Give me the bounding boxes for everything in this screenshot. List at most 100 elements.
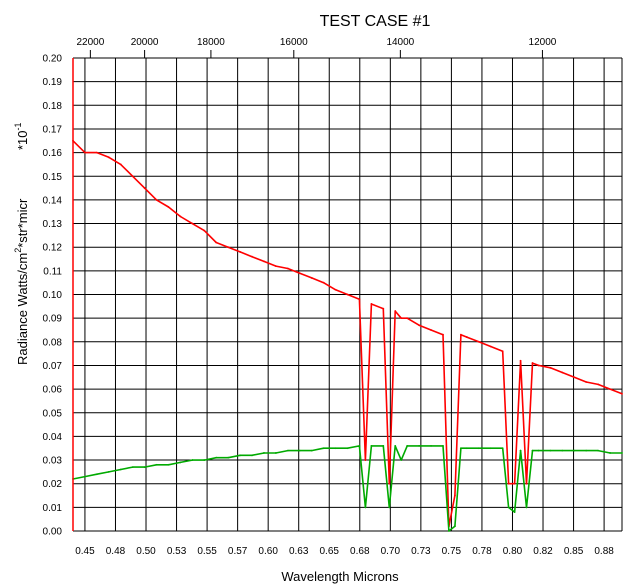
data-point (346, 447, 349, 450)
data-point (585, 381, 588, 383)
data-point (215, 241, 218, 244)
data-point (621, 392, 623, 395)
data-point (477, 447, 480, 450)
data-point (442, 444, 444, 447)
data-point (95, 151, 98, 154)
data-point (251, 454, 253, 457)
data-point (454, 525, 456, 528)
data-point (310, 449, 313, 452)
data-point (459, 447, 462, 450)
y-tick-label: 0.11 (43, 266, 62, 277)
data-point (388, 506, 391, 509)
data-point (286, 267, 289, 270)
data-point (525, 506, 528, 509)
y-axis-label-text: Radiance Watts/cm2*str*micr (13, 198, 30, 365)
x-tick-label: 0.48 (106, 546, 126, 557)
data-point (334, 447, 337, 450)
top-tick-label: 14000 (386, 37, 414, 48)
data-point (531, 362, 534, 364)
data-point (561, 371, 564, 374)
y-tick-label: 0.17 (43, 124, 63, 135)
data-point (167, 463, 170, 466)
data-point (537, 364, 540, 367)
data-point (191, 222, 194, 225)
data-point (477, 340, 480, 343)
x-axis-label: Wavelength Microns (281, 569, 399, 584)
data-point (131, 466, 134, 469)
data-point (179, 461, 182, 464)
y-axis-multiplier-sup: -1 (13, 122, 23, 130)
data-point (585, 449, 588, 452)
data-point (322, 447, 325, 450)
data-point (549, 449, 552, 452)
data-point (621, 452, 623, 454)
y-tick-label: 0.16 (43, 148, 63, 159)
data-point (430, 444, 432, 447)
y-axis-label-main: Radiance Watts/cm (15, 253, 30, 365)
data-point (364, 506, 367, 509)
y-tick-label: 0.10 (43, 290, 63, 301)
data-point (107, 156, 110, 159)
data-point (179, 215, 182, 218)
data-point (274, 265, 277, 268)
x-tick-label: 0.70 (381, 546, 401, 557)
y-tick-label: 0.19 (43, 77, 63, 88)
data-point (537, 449, 540, 452)
x-tick-label: 0.50 (136, 546, 156, 557)
data-point (95, 473, 98, 476)
y-tick-label: 0.05 (43, 408, 63, 419)
data-point (358, 444, 361, 447)
data-point (227, 246, 230, 249)
data-point (513, 511, 516, 513)
data-point (597, 383, 600, 386)
series-line (72, 140, 623, 528)
data-point (227, 456, 230, 459)
x-tick-label: 0.55 (197, 546, 217, 557)
data-point (573, 449, 576, 452)
data-point (155, 463, 158, 466)
data-point (298, 449, 301, 452)
data-point (465, 447, 468, 450)
data-point (507, 482, 510, 485)
data-point (442, 333, 444, 336)
data-point (448, 530, 450, 532)
data-point (131, 175, 134, 178)
x-tick-label: 0.78 (472, 546, 492, 557)
data-point (143, 187, 146, 189)
x-tick-label: 0.65 (320, 546, 340, 557)
data-point (609, 452, 611, 454)
series-line (72, 445, 622, 532)
top-tick-label: 22000 (76, 37, 104, 48)
data-point (561, 449, 564, 452)
y-axis-multiplier-text: *10 (15, 130, 30, 150)
x-tick-label: 0.68 (350, 546, 370, 557)
y-tick-label: 0.14 (43, 195, 63, 206)
y-tick-label: 0.02 (43, 479, 63, 490)
data-point (597, 449, 600, 452)
x-tick-label: 0.85 (564, 546, 584, 557)
y-tick-label: 0.18 (43, 101, 63, 112)
data-point (84, 151, 86, 154)
data-point (400, 317, 403, 320)
data-point (394, 310, 397, 312)
data-point (382, 444, 385, 447)
y-tick-label: 0.09 (43, 314, 63, 325)
y-tick-label: 0.12 (43, 243, 63, 254)
data-point (322, 281, 325, 284)
top-tick-label: 12000 (529, 37, 557, 48)
data-point (286, 449, 289, 452)
data-point (489, 345, 492, 348)
x-tick-label: 0.45 (75, 546, 95, 557)
data-point (394, 444, 397, 447)
data-point (549, 366, 552, 369)
data-point (203, 229, 206, 232)
y-axis-label-mid: *str*micr (15, 198, 30, 248)
data-point (298, 272, 301, 275)
data-point (406, 444, 409, 447)
x-tick-label: 0.53 (167, 546, 187, 557)
data-point (513, 482, 516, 485)
top-tick-label: 20000 (131, 37, 159, 48)
data-point (388, 482, 391, 485)
x-tick-label: 0.60 (258, 546, 278, 557)
